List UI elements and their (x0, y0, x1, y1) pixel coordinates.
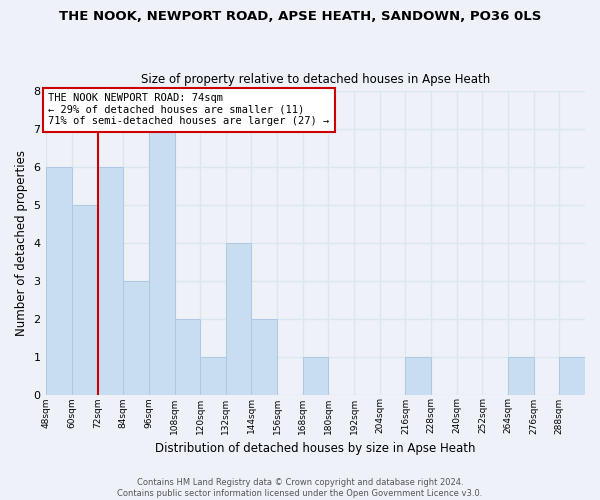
Bar (72, 205, 98, 394)
Bar (406, 356, 431, 395)
Text: THE NOOK, NEWPORT ROAD, APSE HEATH, SANDOWN, PO36 0LS: THE NOOK, NEWPORT ROAD, APSE HEATH, SAND… (59, 10, 541, 23)
Bar (251, 318, 277, 394)
Bar (46, 167, 72, 394)
Bar (559, 356, 585, 395)
Bar (175, 318, 200, 394)
Bar (98, 167, 123, 394)
X-axis label: Distribution of detached houses by size in Apse Heath: Distribution of detached houses by size … (155, 442, 476, 455)
Text: Contains HM Land Registry data © Crown copyright and database right 2024.
Contai: Contains HM Land Registry data © Crown c… (118, 478, 482, 498)
Y-axis label: Number of detached properties: Number of detached properties (15, 150, 28, 336)
Bar (149, 129, 175, 394)
Text: THE NOOK NEWPORT ROAD: 74sqm
← 29% of detached houses are smaller (11)
71% of se: THE NOOK NEWPORT ROAD: 74sqm ← 29% of de… (49, 93, 329, 126)
Bar (226, 243, 251, 394)
Bar (123, 281, 149, 394)
Title: Size of property relative to detached houses in Apse Heath: Size of property relative to detached ho… (141, 73, 490, 86)
Bar (508, 356, 533, 395)
Bar (303, 356, 328, 395)
Bar (200, 356, 226, 395)
